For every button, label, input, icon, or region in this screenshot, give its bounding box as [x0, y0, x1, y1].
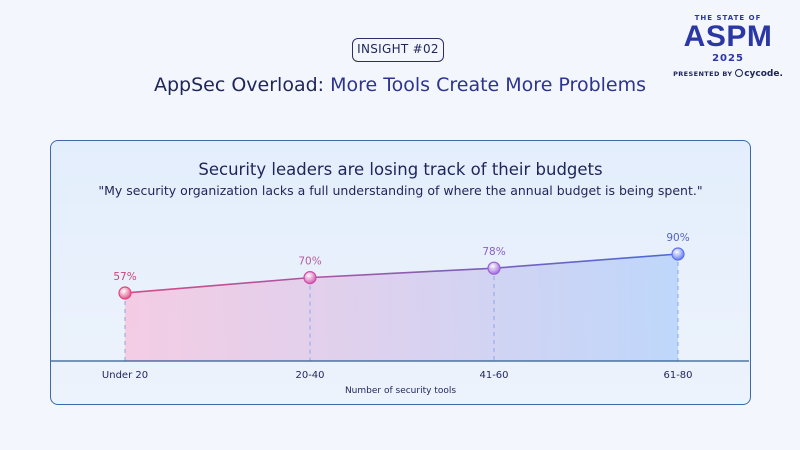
area-fill	[125, 254, 678, 361]
x-tick-label-1: Under 20	[102, 370, 148, 381]
data-point-4	[671, 247, 685, 261]
line-chart: 57% Under 20 70% 20-40 78% 41-60 90% 61-80	[51, 232, 749, 381]
page-title: AppSec Overload: More Tools Create More …	[0, 74, 800, 96]
data-point-3	[487, 261, 501, 275]
x-tick-label-3: 41-60	[479, 370, 508, 381]
page-title-prefix: AppSec Overload:	[154, 74, 325, 96]
presented-by-label: PRESENTED BY	[673, 70, 733, 78]
data-point-2	[303, 271, 317, 285]
data-point-1	[118, 286, 132, 300]
logo-presented-by: PRESENTED BY cycode.	[668, 69, 788, 79]
data-label-2: 70%	[298, 256, 321, 268]
cycode-brand: cycode.	[744, 69, 783, 79]
data-label-1: 57%	[113, 271, 136, 283]
x-tick-label-4: 61-80	[663, 370, 692, 381]
x-axis-title: Number of security tools	[344, 386, 457, 396]
logo-year: 2025	[712, 53, 744, 64]
data-label-3: 78%	[482, 246, 505, 258]
data-label-4: 90%	[666, 232, 689, 244]
chart-card-title: Security leaders are losing track of the…	[198, 160, 603, 179]
series-line	[124, 253, 679, 294]
aspm-logo: THE STATE OF ASPM 2025 PRESENTED BY cyco…	[668, 14, 788, 79]
logo-top-text: THE STATE OF	[694, 14, 762, 22]
cycode-mark-icon	[735, 69, 744, 77]
page-title-emphasis: More Tools Create More Problems	[330, 74, 646, 96]
insight-badge: INSIGHT #02	[352, 38, 444, 62]
chart-card-quote: "My security organization lacks a full u…	[98, 183, 703, 198]
logo-main-text: ASPM	[683, 20, 773, 53]
chart-card: Security leaders are losing track of the…	[50, 140, 751, 405]
x-tick-label-2: 20-40	[295, 370, 324, 381]
